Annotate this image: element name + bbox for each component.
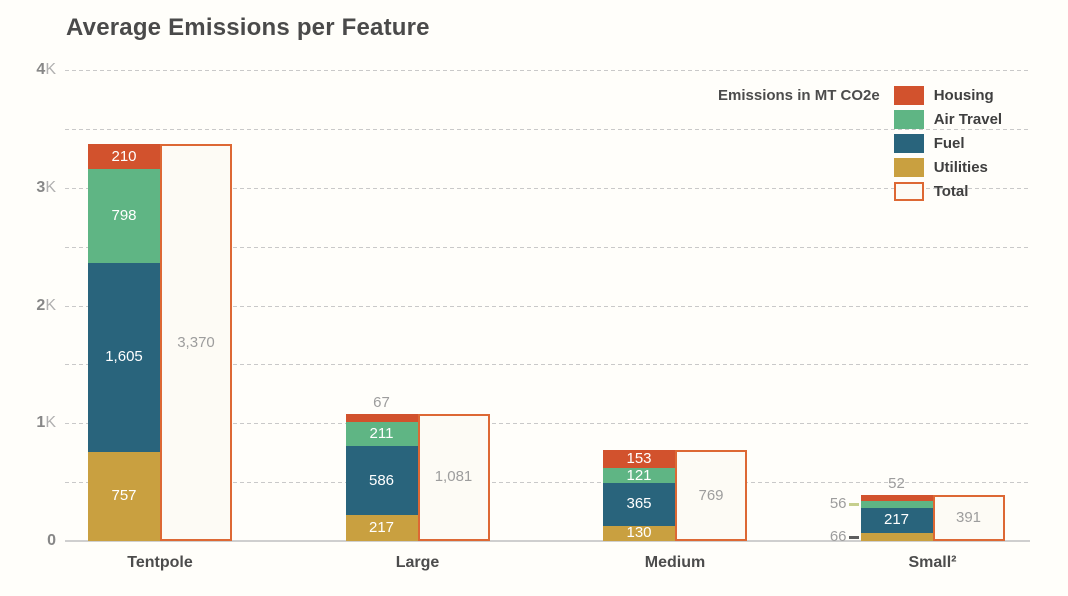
gridline xyxy=(65,246,1030,248)
value-label-housing-medium: 153 xyxy=(626,450,652,468)
bar-segment-fuel-large[interactable] xyxy=(345,446,418,516)
legend-swatch-utilities xyxy=(893,158,924,177)
legend-item-air-travel[interactable]: Air Travel xyxy=(893,110,1003,129)
total-value-label-large: 1,081 xyxy=(434,468,473,486)
bar-segment-fuel-medium[interactable] xyxy=(603,482,675,526)
legend-swatch-housing xyxy=(893,86,924,105)
y-axis-tick-label: 2K xyxy=(36,296,56,314)
legend-item-utilities[interactable]: Utilities xyxy=(893,158,1002,177)
legend-title: Emissions in MT CO2e xyxy=(718,87,880,104)
bar-segment-air-travel-large[interactable] xyxy=(345,421,418,447)
gridline xyxy=(65,305,1030,307)
bar-segment-fuel-tentpole[interactable] xyxy=(88,262,160,452)
value-label-fuel-large: 586 xyxy=(368,471,395,489)
bar-segment-housing-tentpole[interactable] xyxy=(88,144,160,169)
total-value-label-tentpole: 3,370 xyxy=(177,333,215,351)
x-axis-label-large: Large xyxy=(395,554,440,571)
y-axis-tick-label: 0 xyxy=(47,532,56,549)
legend-swatch-air-travel xyxy=(893,110,924,129)
gridline xyxy=(65,187,1030,189)
value-label-utilities-medium: 130 xyxy=(626,524,652,542)
value-label-fuel-tentpole: 1,605 xyxy=(105,348,143,366)
value-label-fuel-medium: 365 xyxy=(626,495,652,513)
legend-label-total: Total xyxy=(933,183,969,200)
legend-swatch-total xyxy=(893,182,924,201)
legend-swatch-fuel xyxy=(893,134,924,153)
chart-title: Average Emissions per Feature xyxy=(66,14,430,41)
legend: Emissions in MT CO2e Housing Air Travel Fu… xyxy=(718,86,1002,201)
bar-segment-housing-medium[interactable] xyxy=(603,450,675,469)
bar-segment-fuel-small[interactable] xyxy=(860,507,933,534)
bar-segment-air-travel-tentpole[interactable] xyxy=(88,168,160,263)
legend-item-list: Housing Air Travel Fuel Utilities Total xyxy=(893,86,1003,201)
leader-tick-utilities-small xyxy=(848,535,859,539)
legend-item-fuel[interactable]: Fuel xyxy=(893,134,1002,153)
leader-tick-air-travel-small xyxy=(848,502,859,506)
value-label-air-travel-small: 56 xyxy=(829,495,847,513)
bar-segment-utilities-tentpole[interactable] xyxy=(88,451,160,541)
total-bar-small[interactable] xyxy=(932,494,1005,541)
value-label-utilities-small: 66 xyxy=(829,528,847,546)
total-bar-large[interactable] xyxy=(417,413,490,541)
x-axis-label-small: Small² xyxy=(908,554,957,571)
y-axis-tick-label: 4K xyxy=(36,61,56,78)
value-label-air-travel-tentpole: 798 xyxy=(111,206,137,224)
bar-segment-housing-small[interactable] xyxy=(860,494,933,502)
value-label-housing-tentpole: 210 xyxy=(111,147,137,165)
bar-segment-housing-large[interactable] xyxy=(345,413,418,422)
value-label-utilities-tentpole: 757 xyxy=(111,487,137,505)
gridline xyxy=(65,482,1030,484)
x-axis-label-medium: Medium xyxy=(644,554,706,571)
gridline xyxy=(65,128,1030,130)
total-value-label-medium: 769 xyxy=(698,486,724,504)
bar-segment-utilities-medium[interactable] xyxy=(603,525,675,541)
total-value-label-small: 391 xyxy=(955,508,982,526)
legend-item-total[interactable]: Total xyxy=(893,182,1002,201)
gridline xyxy=(65,70,1030,71)
y-axis-tick-label: 3K xyxy=(36,178,56,196)
legend-label-fuel: Fuel xyxy=(933,135,965,152)
x-axis-line xyxy=(65,540,1030,542)
bar-segment-utilities-large[interactable] xyxy=(345,515,418,541)
bar-segment-air-travel-medium[interactable] xyxy=(603,468,675,483)
value-label-housing-large: 67 xyxy=(373,393,390,411)
legend-label-housing: Housing xyxy=(933,87,994,104)
value-label-air-travel-large: 211 xyxy=(369,425,394,443)
value-label-air-travel-medium: 121 xyxy=(626,466,652,484)
value-label-utilities-large: 217 xyxy=(368,519,395,537)
y-axis-tick-label: 1K xyxy=(36,414,56,432)
value-label-fuel-small: 217 xyxy=(883,511,910,529)
gridline xyxy=(65,364,1030,366)
legend-label-air-travel: Air Travel xyxy=(933,111,1003,128)
bar-segment-utilities-small[interactable] xyxy=(860,533,933,541)
bar-segment-air-travel-small[interactable] xyxy=(860,501,933,508)
total-bar-tentpole[interactable] xyxy=(160,144,232,541)
x-axis-label-tentpole: Tentpole xyxy=(127,554,193,571)
total-bar-medium[interactable] xyxy=(675,450,747,541)
gridline xyxy=(65,423,1030,425)
legend-label-utilities: Utilities xyxy=(933,159,988,176)
legend-item-housing[interactable]: Housing xyxy=(893,86,1002,105)
value-label-housing-small: 52 xyxy=(888,474,905,492)
